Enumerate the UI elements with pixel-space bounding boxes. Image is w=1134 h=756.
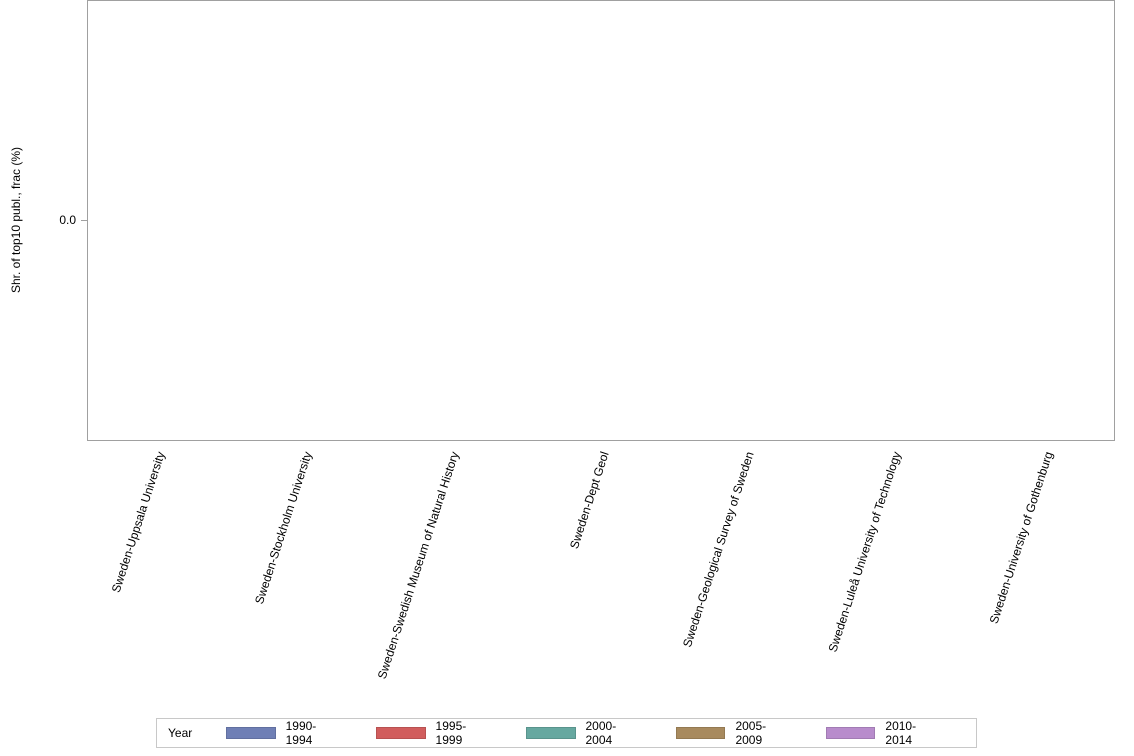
legend-swatch	[226, 727, 276, 739]
x-tick-label: Sweden-Dept Geol	[567, 449, 612, 551]
legend-item: 2010-2014	[826, 719, 942, 747]
y-tick-label: 0.0	[59, 213, 76, 227]
legend-item: 2000-2004	[526, 719, 642, 747]
legend-label: 1995-1999	[435, 719, 467, 747]
legend-label: 2010-2014	[885, 719, 917, 747]
y-tick-mark	[81, 220, 87, 221]
legend-item: 1990-1994	[226, 719, 342, 747]
legend-title: Year	[168, 726, 193, 740]
x-tick-label: Sweden-Swedish Museum of Natural History	[374, 449, 462, 681]
x-tick-label: Sweden-Stockholm University	[252, 449, 315, 606]
legend-swatch	[676, 727, 726, 739]
x-tick-label: Sweden-University of Gothenburg	[986, 449, 1056, 626]
legend: Year 1990-1994 1995-1999 2000-2004 2005-…	[156, 718, 977, 748]
legend-item: 1995-1999	[376, 719, 492, 747]
plot-area	[87, 0, 1115, 441]
legend-label: 2005-2009	[735, 719, 767, 747]
x-tick-label: Sweden-Geological Survey of Sweden	[680, 449, 757, 649]
legend-swatch	[526, 727, 576, 739]
x-tick-label: Sweden-Uppsala University	[108, 449, 168, 595]
legend-label: 2000-2004	[585, 719, 617, 747]
legend-label: 1990-1994	[285, 719, 317, 747]
legend-swatch	[826, 727, 876, 739]
legend-item: 2005-2009	[676, 719, 792, 747]
legend-swatch	[376, 727, 426, 739]
x-tick-label: Sweden-Luleå University of Technology	[825, 449, 904, 654]
y-axis-label: Shr. of top10 publ., frac (%)	[9, 146, 23, 294]
